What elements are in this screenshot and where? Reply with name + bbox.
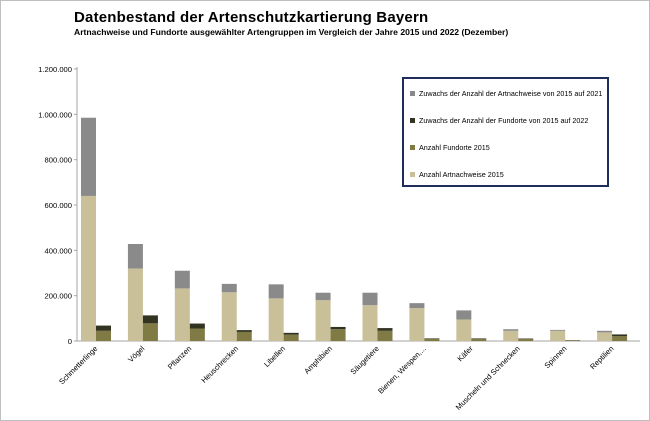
category-label: Heuschrecken xyxy=(199,344,240,385)
y-tick-label: 1.000.000 xyxy=(38,110,72,119)
bar-artnachweise-2015 xyxy=(597,332,613,341)
bar-zuwachs-fundorte xyxy=(612,334,628,337)
y-tick-label: 0 xyxy=(68,337,72,346)
legend-swatch xyxy=(410,144,415,150)
bar-artnachweise-2015 xyxy=(174,288,190,341)
bar-fundorte-2015 xyxy=(236,331,252,341)
bar-fundorte-2015 xyxy=(96,330,111,341)
legend-label: Zuwachs der Anzahl der Artnachweise von … xyxy=(419,88,603,98)
bar-zuwachs-artnachweise xyxy=(127,243,143,269)
legend-label: Zuwachs der Anzahl der Fundorte von 2015… xyxy=(419,115,589,125)
bar-fundorte-2015 xyxy=(612,336,628,341)
bar-zuwachs-fundorte xyxy=(96,325,111,331)
bar-fundorte-2015 xyxy=(377,330,393,341)
bar-zuwachs-artnachweise xyxy=(315,292,331,301)
category-label: Amphibien xyxy=(302,344,334,376)
category-label: Reptilien xyxy=(588,344,615,371)
category-label: Schmetterlinge xyxy=(57,344,99,386)
bar-artnachweise-2015 xyxy=(409,308,425,341)
bar-artnachweise-2015 xyxy=(362,305,378,341)
bar-artnachweise-2015 xyxy=(315,300,331,341)
bar-zuwachs-fundorte xyxy=(377,328,393,331)
category-label: Bienen, Wespen,... xyxy=(376,344,428,396)
chart-subtitle: Artnachweise und Fundorte ausgewählter A… xyxy=(74,27,509,37)
category-label: Käfer xyxy=(456,344,476,364)
bar-zuwachs-fundorte xyxy=(330,326,346,330)
bar-artnachweise-2015 xyxy=(550,330,566,341)
bar-fundorte-2015 xyxy=(518,338,534,341)
category-label: Spinnen xyxy=(543,344,569,370)
category-label: Libellen xyxy=(262,344,287,369)
chart-title: Datenbestand der Artenschutzkartierung B… xyxy=(74,9,429,26)
legend-item: Anzahl Fundorte 2015 xyxy=(410,142,490,152)
legend-label: Anzahl Artnachweise 2015 xyxy=(419,169,504,179)
bar-artnachweise-2015 xyxy=(268,298,284,341)
y-tick-label: 800.000 xyxy=(45,156,72,165)
y-tick-label: 400.000 xyxy=(45,246,72,255)
category-label: Pflanzen xyxy=(166,344,193,371)
bar-artnachweise-2015 xyxy=(81,195,96,341)
legend-item: Zuwachs der Anzahl der Fundorte von 2015… xyxy=(410,115,588,125)
legend-label: Anzahl Fundorte 2015 xyxy=(419,142,490,152)
bar-zuwachs-artnachweise xyxy=(597,330,613,333)
legend-swatch xyxy=(410,117,415,123)
bar-zuwachs-artnachweise xyxy=(409,303,425,309)
bar-artnachweise-2015 xyxy=(127,268,143,341)
bar-fundorte-2015 xyxy=(330,329,346,341)
bar-zuwachs-artnachweise xyxy=(362,292,378,306)
bar-artnachweise-2015 xyxy=(456,319,472,341)
bar-artnachweise-2015 xyxy=(503,330,519,341)
bar-zuwachs-artnachweise xyxy=(221,283,237,293)
bar-fundorte-2015 xyxy=(142,323,158,341)
category-label: Vögel xyxy=(126,344,146,364)
y-tick-label: 200.000 xyxy=(45,292,72,301)
bar-zuwachs-fundorte xyxy=(142,315,158,324)
bar-zuwachs-artnachweise xyxy=(456,310,472,320)
legend-swatch xyxy=(410,171,415,177)
bar-zuwachs-artnachweise xyxy=(550,329,566,331)
bar-zuwachs-fundorte xyxy=(283,332,299,335)
legend-item: Anzahl Artnachweise 2015 xyxy=(410,169,504,179)
bar-fundorte-2015 xyxy=(565,340,581,341)
bar-fundorte-2015 xyxy=(424,338,440,341)
bar-zuwachs-artnachweise xyxy=(81,117,96,196)
legend-item: Zuwachs der Anzahl der Artnachweise von … xyxy=(410,88,602,98)
bar-zuwachs-artnachweise xyxy=(268,284,284,299)
bar-artnachweise-2015 xyxy=(221,292,237,341)
y-tick-label: 600.000 xyxy=(45,201,72,210)
bar-fundorte-2015 xyxy=(471,338,487,341)
bar-zuwachs-fundorte xyxy=(236,330,252,332)
y-tick-label: 1.200.000 xyxy=(38,65,72,74)
bar-zuwachs-artnachweise xyxy=(174,270,190,289)
bar-zuwachs-fundorte xyxy=(189,323,205,329)
chart-legend: Zuwachs der Anzahl der Artnachweise von … xyxy=(402,77,609,187)
category-label: Säugetiere xyxy=(349,344,381,376)
bar-zuwachs-artnachweise xyxy=(503,329,519,331)
bar-fundorte-2015 xyxy=(283,334,299,341)
bar-fundorte-2015 xyxy=(189,328,205,341)
legend-swatch xyxy=(410,90,415,96)
